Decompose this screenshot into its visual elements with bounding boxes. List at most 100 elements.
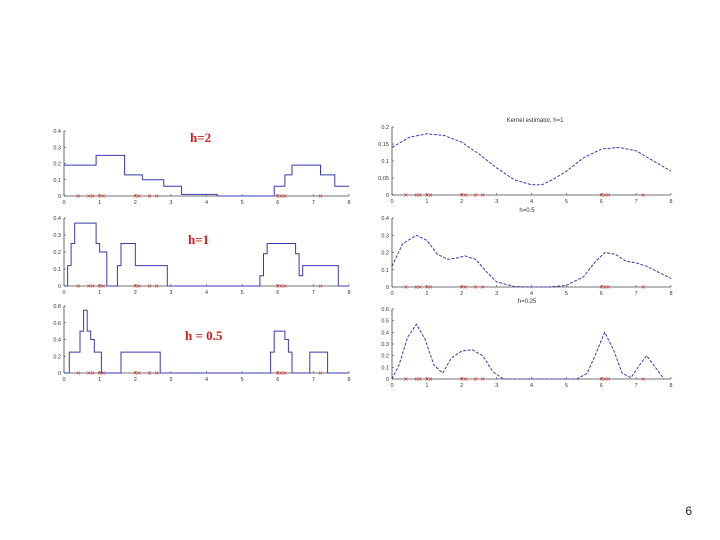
sample-marker: × <box>133 193 138 200</box>
y-tick-label: 0.2 <box>381 251 389 257</box>
y-tick-label: 0.05 <box>378 176 389 182</box>
x-tick-label: 2 <box>460 199 463 205</box>
sample-marker: × <box>90 193 95 200</box>
x-tick-label: 3 <box>169 290 172 296</box>
sample-marker: × <box>641 376 646 383</box>
sample-marker: × <box>282 283 287 290</box>
y-tick-label: 0 <box>386 285 389 291</box>
x-tick-label: 2 <box>134 290 137 296</box>
y-tick-label: 0.1 <box>381 159 389 165</box>
bandwidth-label: h=2 <box>190 130 211 145</box>
x-tick-label: 2 <box>460 291 463 297</box>
x-tick-label: 1 <box>425 291 428 297</box>
x-tick-label: 3 <box>495 291 498 297</box>
x-tick-label: 0 <box>390 291 393 297</box>
sample-marker: × <box>602 192 607 199</box>
sample-marker: × <box>428 284 433 291</box>
x-tick-label: 0 <box>62 377 65 383</box>
sample-marker: × <box>599 192 604 199</box>
series-line <box>391 234 672 288</box>
x-tick-label: 2 <box>460 383 463 389</box>
panel-3: 0 1 2 3 4 5 6 7 800.20.40.60.8× ×× ×× ×× × × ××× ×h = 0… <box>53 304 350 383</box>
sample-marker: × <box>97 370 102 377</box>
x-tick-label: 4 <box>530 199 533 205</box>
sample-marker: × <box>282 193 287 200</box>
y-tick-label: 0.6 <box>381 307 389 313</box>
sample-marker: × <box>417 192 422 199</box>
sample-marker: × <box>86 283 91 290</box>
x-tick-label: 8 <box>347 290 350 296</box>
y-tick-label: 0.2 <box>53 250 61 256</box>
y-tick-label: 0.2 <box>53 354 61 360</box>
sample-marker: × <box>599 284 604 291</box>
y-tick-label: 0 <box>58 371 61 377</box>
y-tick-label: 0.3 <box>53 145 61 151</box>
x-tick-label: 7 <box>635 199 638 205</box>
bandwidth-label: h=1 <box>188 232 209 247</box>
x-tick-label: 8 <box>347 377 350 383</box>
sample-marker: × <box>480 284 485 291</box>
x-tick-label: 8 <box>669 383 672 389</box>
sample-marker: × <box>136 370 141 377</box>
x-tick-label: 0 <box>390 383 393 389</box>
sample-marker: × <box>602 376 607 383</box>
sample-marker: × <box>154 193 159 200</box>
x-tick-label: 1 <box>98 377 101 383</box>
sample-marker: × <box>86 370 91 377</box>
sample-marker: × <box>279 283 284 290</box>
x-tick-label: 7 <box>312 377 315 383</box>
sample-marker: × <box>428 376 433 383</box>
sample-marker: × <box>473 284 478 291</box>
sample-marker: × <box>318 370 323 377</box>
sample-marker: × <box>136 193 141 200</box>
sample-marker: × <box>459 192 464 199</box>
x-tick-label: 6 <box>276 290 279 296</box>
sample-marker: × <box>147 370 152 377</box>
x-tick-label: 5 <box>241 290 244 296</box>
sample-marker: × <box>417 284 422 291</box>
sample-marker: × <box>97 283 102 290</box>
sample-marker: × <box>428 192 433 199</box>
y-tick-label: 0.4 <box>53 216 61 222</box>
series-line <box>391 323 665 380</box>
series-line <box>64 309 349 374</box>
sample-marker: × <box>403 376 408 383</box>
sample-marker: × <box>279 193 284 200</box>
x-tick-label: 2 <box>134 200 137 206</box>
x-tick-label: 6 <box>600 383 603 389</box>
sample-marker: × <box>459 284 464 291</box>
panel-1: 0 1 2 3 4 5 6 7 800.10.20.30.4× ×× ×× ×× × × ××× ×h=2 <box>53 129 350 206</box>
sample-marker: × <box>606 284 611 291</box>
x-tick-label: 5 <box>565 383 568 389</box>
x-tick-label: 3 <box>169 377 172 383</box>
sample-marker: × <box>154 283 159 290</box>
sample-marker: × <box>90 283 95 290</box>
y-tick-label: 0 <box>386 377 389 383</box>
sample-marker: × <box>403 192 408 199</box>
sample-marker: × <box>101 370 106 377</box>
sample-marker: × <box>147 193 152 200</box>
sample-marker: × <box>76 283 81 290</box>
y-tick-label: 0.1 <box>381 268 389 274</box>
x-tick-label: 7 <box>635 291 638 297</box>
panel-title: h=0.5 <box>519 208 535 214</box>
sample-marker: × <box>403 284 408 291</box>
x-tick-label: 6 <box>276 200 279 206</box>
sample-marker: × <box>424 284 429 291</box>
sample-marker: × <box>318 193 323 200</box>
y-tick-label: 0.3 <box>381 342 389 348</box>
sample-marker: × <box>480 192 485 199</box>
y-tick-label: 0.5 <box>381 319 389 325</box>
sample-marker: × <box>599 376 604 383</box>
sample-marker: × <box>101 193 106 200</box>
x-tick-label: 4 <box>205 290 208 296</box>
x-tick-label: 1 <box>98 200 101 206</box>
sample-marker: × <box>133 370 138 377</box>
y-tick-label: 0.2 <box>53 162 61 168</box>
y-tick-label: 0.4 <box>53 129 61 135</box>
y-tick-label: 0.15 <box>378 142 389 148</box>
series-line <box>64 154 349 197</box>
sample-marker: × <box>86 193 91 200</box>
sample-marker: × <box>136 283 141 290</box>
